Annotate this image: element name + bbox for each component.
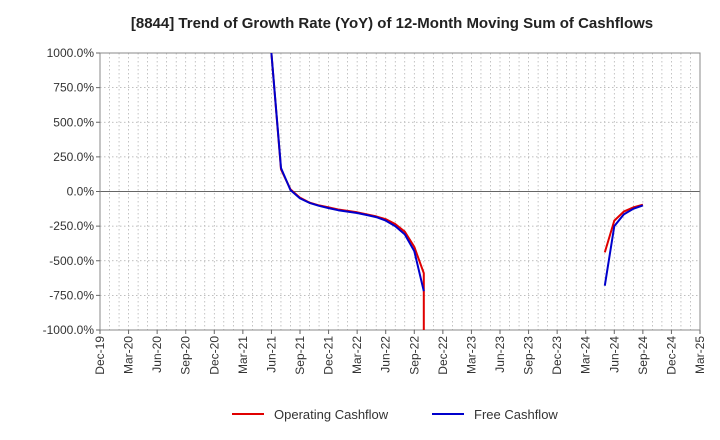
x-tick-label: Sep-22 (407, 336, 421, 375)
x-tick-label: Sep-20 (179, 336, 193, 375)
y-tick-label: -500.0% (49, 254, 94, 268)
legend-label: Free Cashflow (474, 407, 558, 422)
x-tick-label: Sep-23 (522, 336, 536, 375)
x-tick-label: Jun-23 (493, 336, 507, 373)
y-tick-label: -750.0% (49, 288, 94, 302)
legend-label: Operating Cashflow (274, 407, 389, 422)
series-line-free-cashflow (603, 204, 644, 286)
y-tick-label: 500.0% (53, 115, 94, 129)
x-tick-label: Mar-21 (236, 336, 250, 374)
y-tick-label: -250.0% (49, 219, 94, 233)
x-tick-label: Dec-22 (436, 336, 450, 375)
x-tick-label: Dec-20 (207, 336, 221, 375)
y-tick-label: 1000.0% (47, 46, 95, 60)
x-tick-label: Dec-23 (550, 336, 564, 375)
x-tick-label: Jun-21 (264, 336, 278, 373)
x-tick-label: Sep-24 (636, 336, 650, 375)
x-tick-label: Dec-19 (93, 336, 107, 375)
chart-title: [8844] Trend of Growth Rate (YoY) of 12-… (131, 15, 653, 32)
series-line-free-cashflow (270, 53, 425, 292)
x-tick-label: Mar-24 (579, 336, 593, 374)
x-tick-label: Dec-21 (322, 336, 336, 375)
x-tick-label: Mar-20 (122, 336, 136, 374)
x-tick-label: Dec-24 (664, 336, 678, 375)
y-tick-label: 750.0% (53, 81, 94, 95)
x-axis: Dec-19 Mar-20 Jun-20 Sep-20 Dec-20 Mar-21 Jun-… (93, 330, 707, 375)
x-tick-label: Mar-23 (464, 336, 478, 374)
x-tick-label: Jun-20 (150, 336, 164, 373)
grid (100, 52, 700, 331)
y-tick-label: 0.0% (67, 185, 95, 199)
x-tick-label: Jun-22 (379, 336, 393, 373)
x-tick-label: Mar-25 (693, 336, 707, 374)
y-tick-label: -1000.0% (43, 323, 95, 337)
y-axis: 1000.0% 750.0% 500.0% 250.0% 0.0% -250.0% -500… (43, 46, 100, 337)
legend: Operating Cashflow Free Cashflow (232, 407, 558, 422)
x-tick-label: Mar-22 (350, 336, 364, 374)
series-line-operating-cashflow (603, 203, 644, 253)
x-tick-label: Jun-24 (607, 336, 621, 373)
series-lines (270, 53, 644, 330)
x-tick-label: Sep-21 (293, 336, 307, 375)
y-tick-label: 250.0% (53, 150, 94, 164)
